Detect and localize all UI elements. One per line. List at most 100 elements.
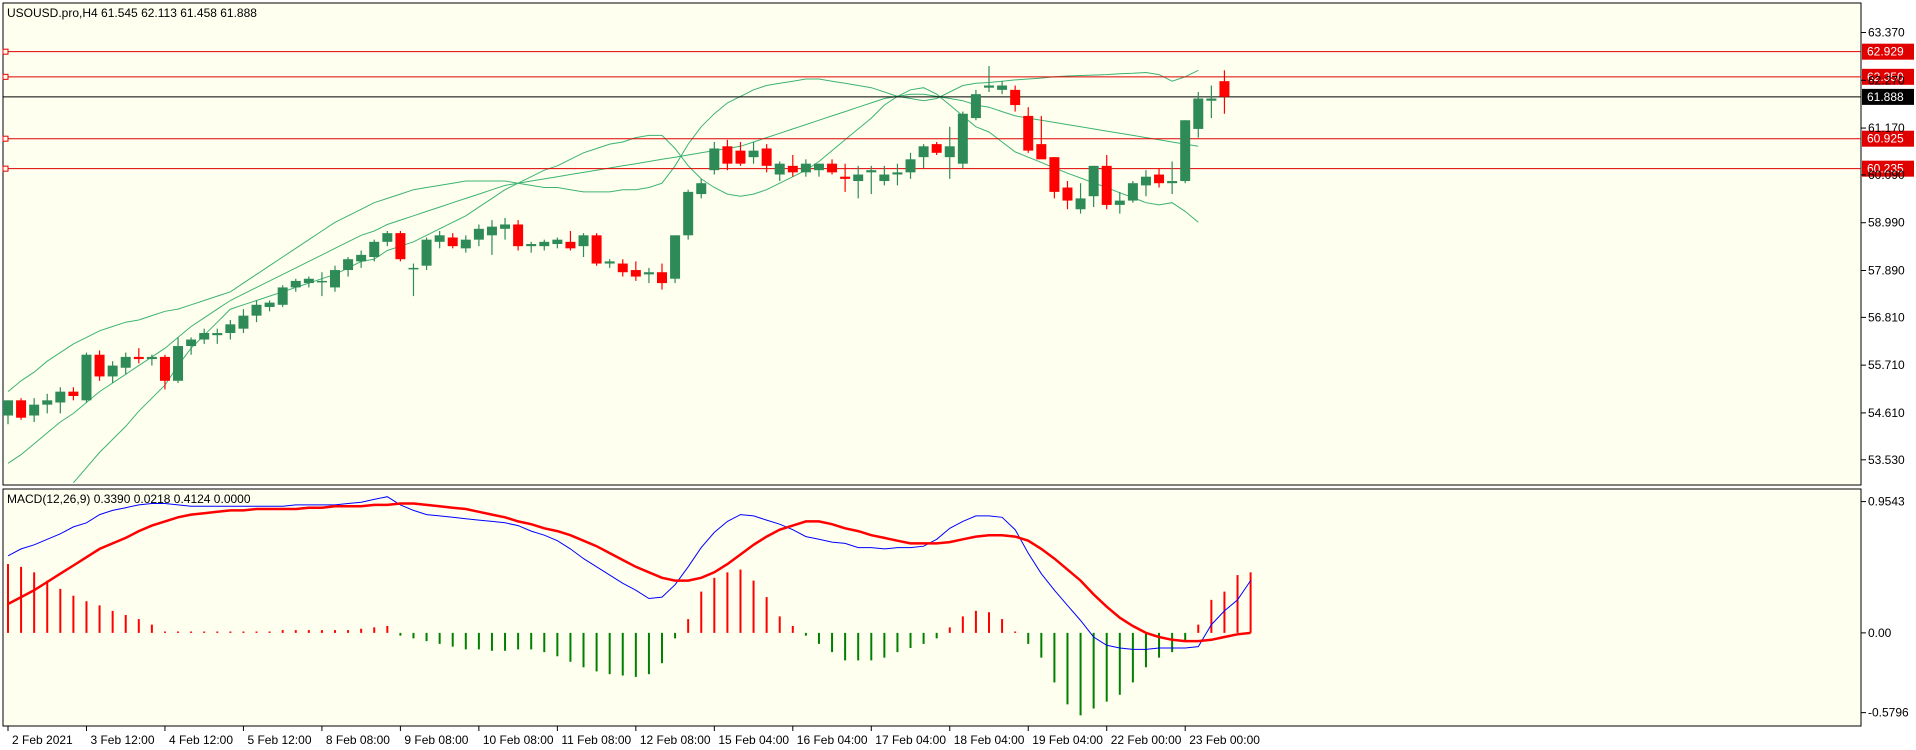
candle-bearish [761, 148, 772, 166]
candle-bullish [866, 170, 877, 173]
candle-bearish [16, 400, 27, 418]
level-anchor [2, 165, 9, 172]
candle-bullish [343, 259, 354, 271]
candle-bullish [526, 244, 537, 247]
price-tick-label: 53.530 [1868, 453, 1905, 467]
current-price-tag [1862, 88, 1914, 105]
candle-bullish [944, 146, 955, 158]
candle-bullish [473, 228, 484, 240]
candle-bullish [120, 356, 131, 368]
candle-bullish [1114, 200, 1125, 205]
candle-bearish [1219, 81, 1230, 97]
macd-line [7, 496, 1252, 650]
candle-bullish [670, 235, 681, 279]
level-price-label: 62.350 [1867, 70, 1904, 84]
time-tick-label: 2 Feb 2021 [12, 733, 73, 747]
macd-pane[interactable] [2, 488, 1862, 727]
time-tick-label: 9 Feb 08:00 [404, 733, 468, 747]
level-price-tag [1862, 130, 1914, 147]
macd-tick-label: 0.9543 [1868, 495, 1905, 509]
candle-bullish [905, 159, 916, 173]
candle-bullish [42, 400, 53, 405]
price-tick-label: 57.890 [1868, 263, 1905, 277]
time-tick-label: 11 Feb 08:00 [561, 733, 631, 747]
candle-bearish [1062, 187, 1073, 201]
candle-bullish [186, 339, 197, 347]
candle-bullish [748, 150, 759, 158]
candle-bullish [29, 404, 40, 416]
time-tick-label: 23 Feb 00:00 [1189, 733, 1260, 747]
time-tick-label: 12 Feb 08:00 [640, 733, 711, 747]
candle-bullish [434, 235, 445, 242]
candle-bullish [1180, 120, 1191, 182]
candle-bullish [1206, 98, 1217, 101]
candle-bearish [159, 356, 170, 381]
candle-bullish [604, 261, 615, 264]
price-tick-label: 55.710 [1868, 358, 1905, 372]
candle-bullish [107, 365, 118, 377]
time-tick-label: 19 Feb 04:00 [1032, 733, 1103, 747]
chart-title: USOUSD.pro,H4 61.545 62.113 61.458 61.88… [7, 6, 257, 20]
price-tick-label: 63.370 [1868, 26, 1905, 40]
price-tick-label: 60.090 [1868, 168, 1905, 182]
price-tick-label: 56.810 [1868, 310, 1905, 324]
level-price-label: 62.929 [1867, 45, 1904, 59]
candle-bearish [827, 163, 838, 173]
candle-bullish [643, 272, 654, 275]
time-tick-label: 16 Feb 04:00 [797, 733, 868, 747]
candle-bullish [55, 391, 66, 403]
time-tick-label: 18 Feb 04:00 [954, 733, 1025, 747]
candle-bearish [68, 391, 79, 396]
level-anchor [2, 135, 9, 142]
time-tick-label: 8 Feb 08:00 [326, 733, 390, 747]
candle-bullish [212, 333, 223, 336]
signal-line [7, 502, 1251, 643]
candle-bullish [578, 235, 589, 247]
candle-bullish [369, 241, 380, 258]
time-tick-label: 10 Feb 08:00 [483, 733, 554, 747]
macd-tick-label: 0.00 [1868, 626, 1892, 640]
candle-bullish [813, 163, 824, 171]
level-price-tag [1862, 68, 1914, 85]
candle-bullish [970, 94, 981, 119]
bollinger-upper [7, 69, 1199, 392]
candle-bearish [735, 150, 746, 164]
macd-title: MACD(12,26,9) 0.3390 0.0218 0.4124 0.000… [7, 492, 251, 506]
candle-bullish [539, 241, 550, 247]
candle-bullish [1140, 176, 1151, 186]
candle-bullish [997, 85, 1008, 90]
candle-bullish [918, 146, 929, 158]
time-tick-label: 5 Feb 12:00 [247, 733, 311, 747]
macd-tick-label: -0.5796 [1868, 706, 1909, 720]
price-tick-label: 54.610 [1868, 406, 1905, 420]
candle-bullish [199, 333, 210, 340]
candle-bullish [238, 315, 249, 329]
candle-bullish [709, 148, 720, 171]
current-price-label: 61.888 [1867, 90, 1904, 104]
candle-bearish [1154, 174, 1165, 184]
candle-bullish [460, 239, 471, 249]
price-pane[interactable] [2, 2, 1862, 486]
time-axis: 2 Feb 2021 3 Feb 12:00 4 Feb 12:00 5 Feb 12… [7, 726, 1260, 747]
time-tick-label: 4 Feb 12:00 [169, 733, 233, 747]
candle-bullish [81, 354, 92, 401]
level-price-label: 60.235 [1867, 162, 1904, 176]
candle-bullish [957, 113, 968, 164]
candle-bullish [696, 183, 707, 195]
candle-bullish [500, 224, 511, 229]
candle-bearish [617, 263, 628, 273]
level-price-label: 60.925 [1867, 132, 1904, 146]
time-tick-label: 3 Feb 12:00 [90, 733, 154, 747]
horizontal-levels[interactable]: 62.929 62.350 60.925 60.235 61.888 [2, 43, 1914, 177]
candle-bearish [1049, 157, 1060, 192]
candle-bullish [225, 324, 236, 334]
candle-bullish [1193, 98, 1204, 129]
macd-indicator [7, 496, 1252, 716]
level-anchor [2, 73, 9, 80]
level-anchor [2, 48, 9, 55]
candle-bearish [840, 176, 851, 179]
candle-bullish [486, 226, 497, 236]
candle-bullish [303, 278, 314, 284]
candle-bullish [1127, 183, 1138, 201]
